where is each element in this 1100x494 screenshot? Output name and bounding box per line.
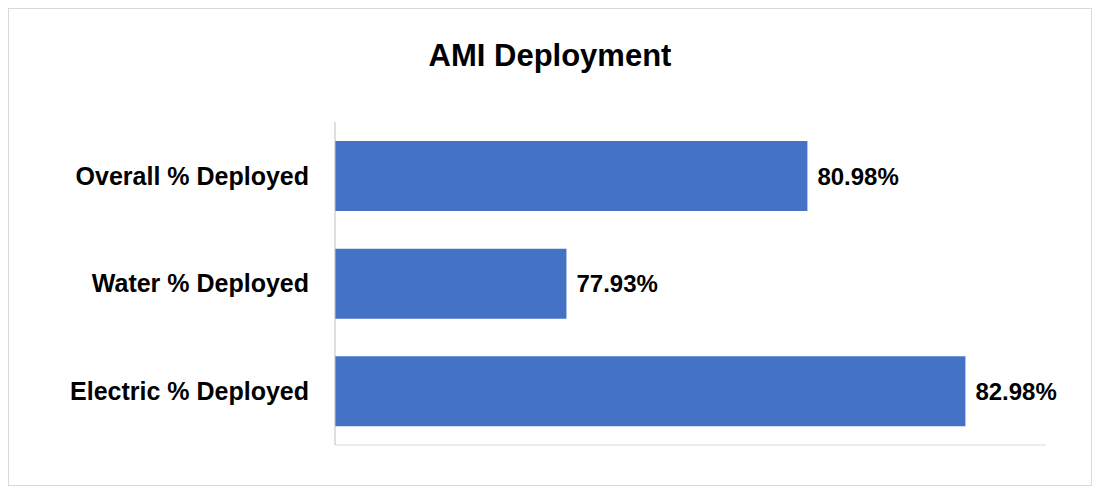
svg-text:82.98%: 82.98%: [975, 378, 1056, 405]
html-text:AMI Deployment: AMI Deployment: [428, 38, 672, 73]
svg-text:80.98%: 80.98%: [817, 163, 898, 190]
svg-text:77.93%: 77.93%: [576, 270, 657, 297]
svg-text:Overall % Deployed: Overall % Deployed: [76, 162, 309, 190]
svg-text:Electric % Deployed: Electric % Deployed: [70, 377, 309, 405]
svg-text:Water % Deployed: Water % Deployed: [92, 269, 309, 297]
